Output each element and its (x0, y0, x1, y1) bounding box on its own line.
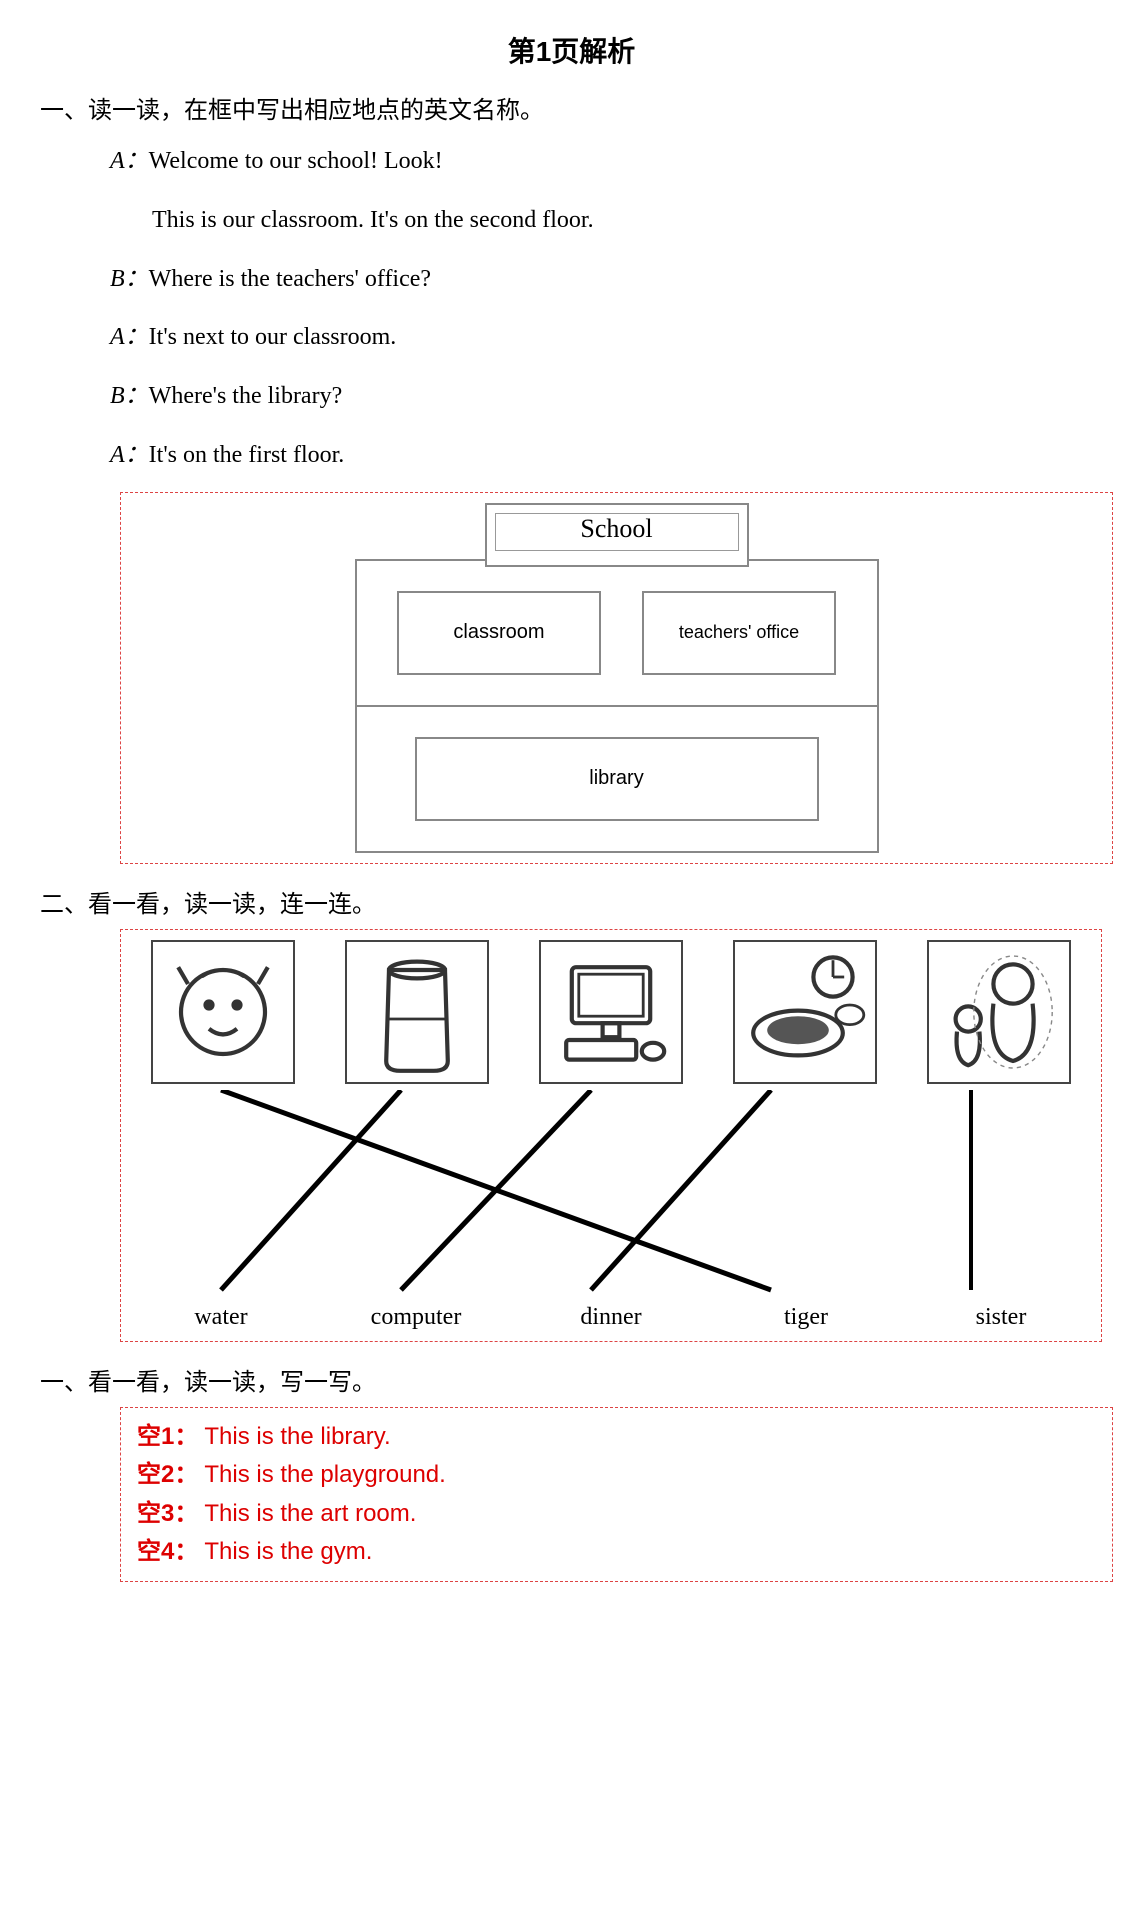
glass-icon (345, 940, 489, 1084)
school-sign: School (485, 503, 749, 567)
answer-line: 空2：This is the playground. (137, 1456, 1096, 1494)
match-word: sister (931, 1304, 1071, 1331)
q1-dialogue: A：Welcome to our school! Look! This is ou… (110, 135, 1113, 482)
worksheet-page: 第1页解析 一、读一读，在框中写出相应地点的英文名称。 A：Welcome to… (0, 0, 1143, 1612)
dinner-plate-icon (733, 940, 877, 1084)
school-body: classroom teachers' office library (355, 559, 879, 853)
dialogue-line: B：Where is the teachers' office? (110, 253, 1113, 306)
dialogue-line: This is our classroom. It's on the secon… (152, 194, 1113, 247)
picture-row (131, 940, 1091, 1084)
match-word: water (151, 1304, 291, 1331)
q2-heading: 二、看一看，读一读，连一连。 (40, 884, 1113, 919)
room-classroom: classroom (397, 591, 601, 675)
q2-matching: water computer dinner tiger sister (120, 929, 1102, 1342)
match-line (591, 1090, 771, 1290)
sisters-icon (927, 940, 1071, 1084)
answer-line: 空3：This is the art room. (137, 1495, 1096, 1533)
dialogue-line: A：Welcome to our school! Look! (110, 135, 1113, 188)
answer-line: 空1：This is the library. (137, 1418, 1096, 1456)
first-floor: library (357, 707, 877, 851)
room-library: library (415, 737, 819, 821)
dialogue-line: A：It's next to our classroom. (110, 311, 1113, 364)
q3-heading: 一、看一看，读一读，写一写。 (40, 1362, 1113, 1397)
match-line (221, 1090, 401, 1290)
tiger-icon (151, 940, 295, 1084)
school-diagram: School classroom teachers' office librar… (337, 503, 897, 853)
word-row: water computer dinner tiger sister (131, 1304, 1091, 1331)
q3-answers: 空1：This is the library.空2：This is the pl… (120, 1407, 1113, 1583)
match-word: computer (346, 1304, 486, 1331)
room-teachers-office: teachers' office (642, 591, 836, 675)
answer-line: 空4：This is the gym. (137, 1533, 1096, 1571)
matching-lines (151, 1090, 1071, 1300)
match-line (401, 1090, 591, 1290)
dialogue-line: B：Where's the library? (110, 370, 1113, 423)
q1-heading: 一、读一读，在框中写出相应地点的英文名称。 (40, 90, 1113, 125)
dialogue-line: A：It's on the first floor. (110, 429, 1113, 482)
second-floor: classroom teachers' office (357, 561, 877, 707)
match-word: tiger (736, 1304, 876, 1331)
q1-answer-box: School classroom teachers' office librar… (120, 492, 1113, 864)
page-title: 第1页解析 (30, 30, 1113, 70)
school-sign-text: School (580, 514, 652, 543)
computer-icon (539, 940, 683, 1084)
match-word: dinner (541, 1304, 681, 1331)
